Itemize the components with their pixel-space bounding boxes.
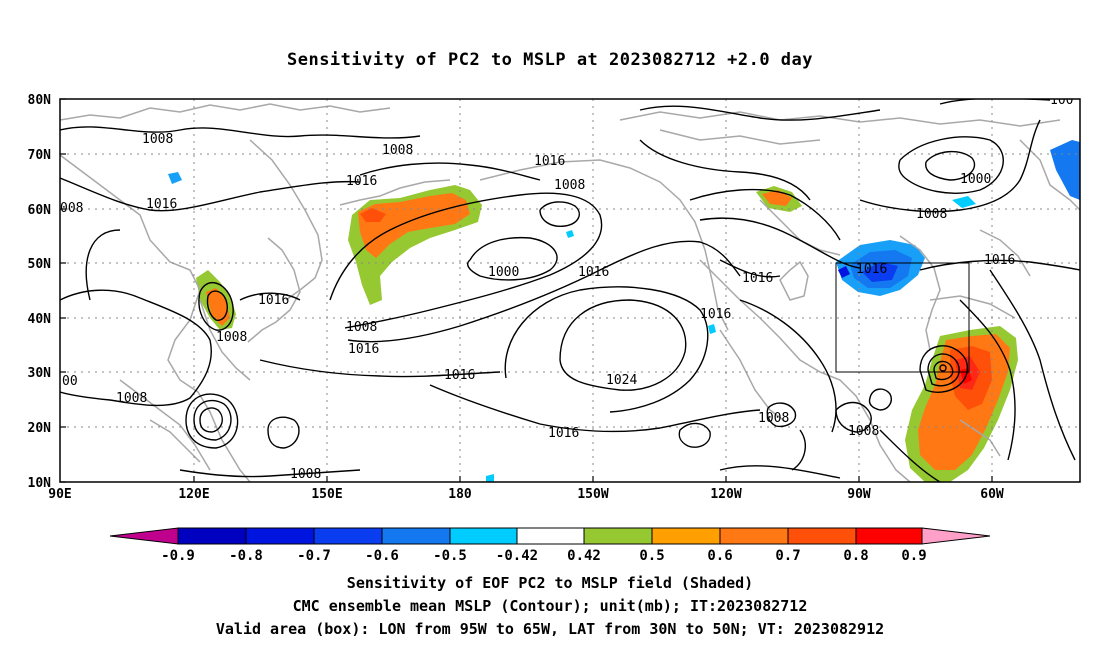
positive-sensitivity-east-china <box>196 270 236 330</box>
negative-sensitivity-small-patches <box>168 140 1080 482</box>
colorbar-label: -0.6 <box>365 548 399 564</box>
contour-label: 1008 <box>848 424 879 439</box>
colorbar-label: 0.9 <box>901 548 926 564</box>
caption-valid-area: Valid area (box): LON from 95W to 65W, L… <box>215 620 885 638</box>
colorbar-cell <box>516 527 585 545</box>
contour-label: 1024 <box>606 373 637 388</box>
contour-label: 1000 <box>960 172 991 187</box>
axis-ticks <box>60 98 993 483</box>
contour-label: 1016 <box>534 154 565 169</box>
contour-label: 1008 <box>216 330 247 345</box>
colorbar-cell <box>719 527 789 545</box>
contour-label: 1016 <box>346 174 377 189</box>
contour-label: 1008 <box>554 178 585 193</box>
lon-label: 150W <box>577 487 608 502</box>
map-title: Sensitivity of PC2 to MSLP at 2023082712… <box>286 50 813 70</box>
contour-label: 00 <box>62 374 78 389</box>
lat-label: 80N <box>28 93 52 108</box>
contour-label: 1008 <box>382 143 413 158</box>
colorbar-cell <box>245 527 315 545</box>
colorbar-label: -0.7 <box>297 548 331 564</box>
mslp-contours <box>60 99 1080 482</box>
contour-label: 1008 <box>346 320 377 335</box>
contour-label: 1016 <box>548 426 579 441</box>
colorbar-low-arrow <box>109 527 179 545</box>
colorbar-cell <box>651 527 721 545</box>
valid-area-box <box>835 262 970 373</box>
contour-label: 1016 <box>348 342 379 357</box>
lat-label: 20N <box>28 421 52 436</box>
lat-label: 60N <box>28 203 52 218</box>
contour-label: 1008 <box>916 207 947 222</box>
colorbar <box>109 527 991 545</box>
contour-labels: 1008 1008 1016 1016 1008 1016 1000 1016 … <box>60 93 1073 482</box>
colorbar-label: -0.42 <box>496 548 538 564</box>
contour-label: 1008 <box>142 132 173 147</box>
lat-label: 50N <box>28 257 52 272</box>
contour-label: 1016 <box>146 197 177 212</box>
colorbar-label: -0.8 <box>229 548 263 564</box>
map-frame <box>59 98 1081 483</box>
colorbar-label: 0.5 <box>639 548 664 564</box>
contour-label: 1016 <box>984 253 1015 268</box>
colorbar-cell <box>855 527 923 545</box>
lon-label: 90E <box>48 487 71 502</box>
lat-label: 10N <box>28 476 52 491</box>
lat-label: 70N <box>28 148 52 163</box>
contour-label: 008 <box>60 201 83 216</box>
lat-label: 30N <box>28 366 52 381</box>
colorbar-labels: -0.9 -0.8 -0.7 -0.6 -0.5 -0.42 0.42 0.5 … <box>161 548 927 564</box>
lon-label: 180 <box>448 487 472 502</box>
negative-sensitivity-great-lakes <box>836 240 925 296</box>
lat-label: 40N <box>28 312 52 327</box>
colorbar-label: -0.9 <box>161 548 195 564</box>
colorbar-label: 0.42 <box>567 548 601 564</box>
lon-label: 120E <box>178 487 209 502</box>
colorbar-high-arrow <box>921 527 991 545</box>
contour-label: 1016 <box>700 307 731 322</box>
contour-label: 1016 <box>742 271 773 286</box>
contour-label: 1008 <box>290 467 321 482</box>
colorbar-cell <box>583 527 653 545</box>
lon-label: 90W <box>847 487 871 502</box>
longitude-labels: 90E 120E 150E 180 150W 120W 90W 60W <box>48 487 1004 502</box>
contour-label: 1016 <box>856 262 887 277</box>
lon-label: 60W <box>980 487 1004 502</box>
contour-label: 1008 <box>116 391 147 406</box>
colorbar-label: 0.6 <box>707 548 732 564</box>
positive-sensitivity-kamchatka <box>348 185 482 305</box>
contour-label: 1000 <box>488 265 519 280</box>
contour-label: 1016 <box>578 265 609 280</box>
colorbar-cell <box>449 527 518 545</box>
lon-label: 120W <box>710 487 741 502</box>
colorbar-label: 0.8 <box>843 548 868 564</box>
contour-label: 1008 <box>758 411 789 426</box>
caption-shading: Sensitivity of EOF PC2 to MSLP field (Sh… <box>346 574 754 592</box>
lon-label: 150E <box>311 487 342 502</box>
colorbar-label: -0.5 <box>433 548 467 564</box>
contour-label: 100 <box>1050 93 1073 108</box>
colorbar-cell <box>381 527 451 545</box>
latitude-labels: 80N 70N 60N 50N 40N 30N 20N 10N <box>28 93 52 491</box>
colorbar-label: 0.7 <box>775 548 800 564</box>
colorbar-cell <box>787 527 857 545</box>
colorbar-cell <box>177 527 247 545</box>
contour-label: 1016 <box>258 293 289 308</box>
colorbar-cell <box>313 527 383 545</box>
caption-contour: CMC ensemble mean MSLP (Contour); unit(m… <box>292 597 808 615</box>
contour-label: 1016 <box>444 368 475 383</box>
